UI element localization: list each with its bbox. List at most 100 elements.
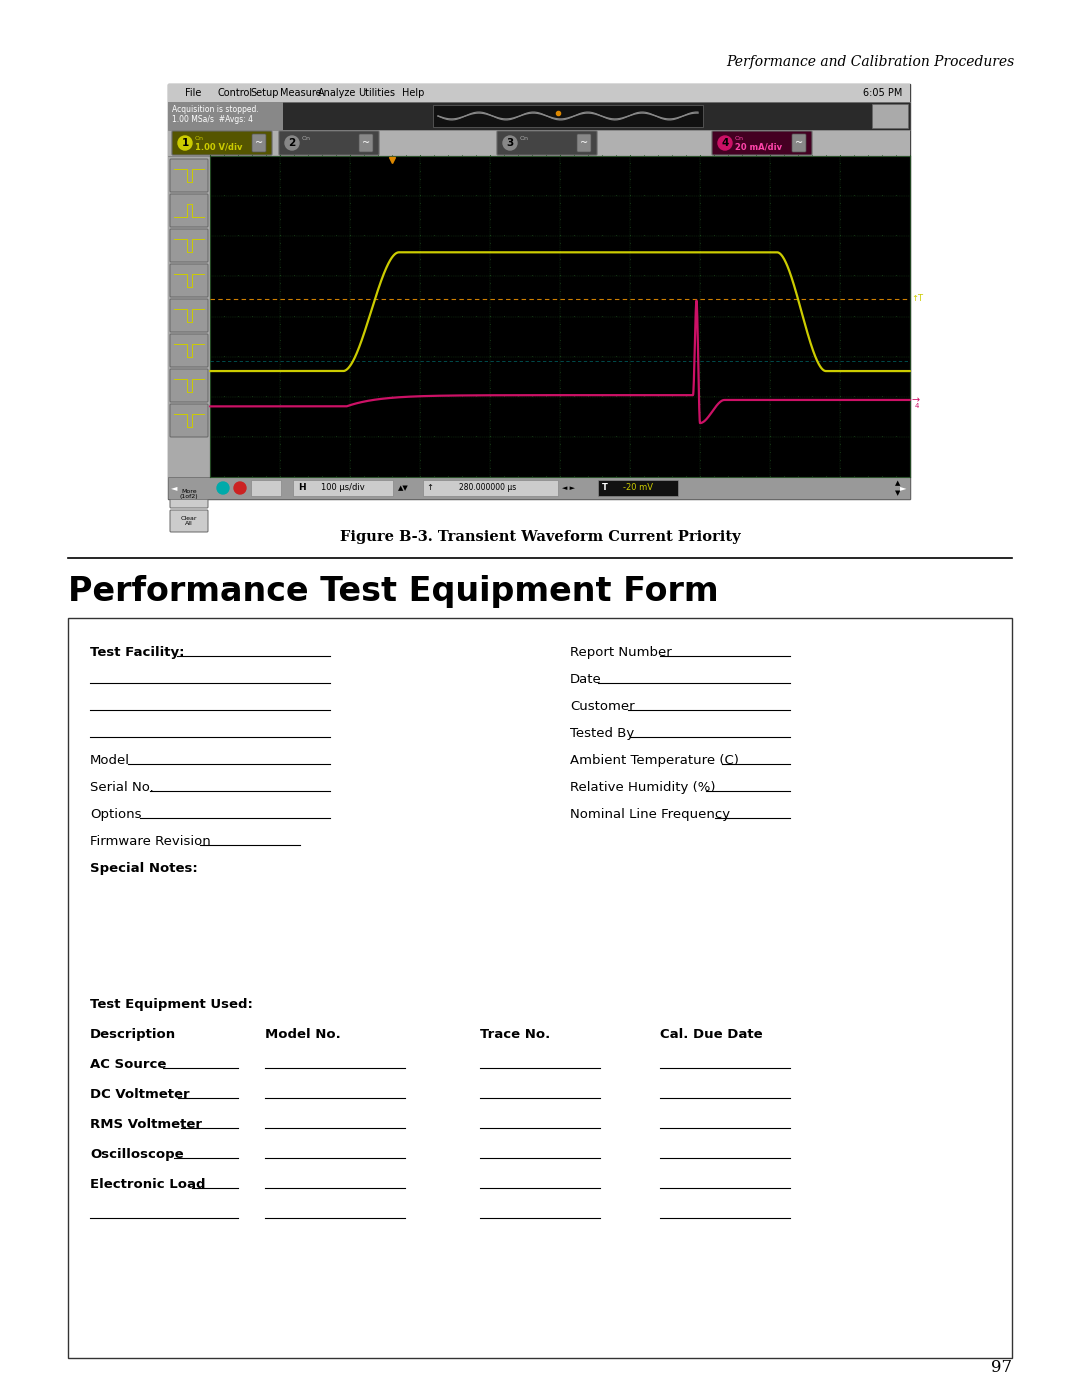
Text: ↑: ↑ [426,483,433,493]
Text: H: H [298,483,306,493]
Text: Description: Description [90,1028,176,1041]
Text: 97: 97 [990,1359,1012,1376]
Text: Special Notes:: Special Notes: [90,862,198,875]
Text: Tested By: Tested By [570,726,634,740]
Text: -20 mV: -20 mV [623,483,653,493]
Text: Figure B-3. Transient Waveform Current Priority: Figure B-3. Transient Waveform Current P… [340,529,740,543]
Text: More
(1of2): More (1of2) [179,489,199,499]
Text: Acquisition is stopped.: Acquisition is stopped. [172,105,259,113]
FancyBboxPatch shape [170,510,208,532]
Text: Electronic Load: Electronic Load [90,1178,205,1192]
Circle shape [178,136,192,149]
FancyBboxPatch shape [577,134,591,152]
FancyBboxPatch shape [172,131,272,155]
FancyBboxPatch shape [252,134,266,152]
FancyBboxPatch shape [170,264,208,298]
Text: Clear
All: Clear All [180,515,198,527]
Text: ~: ~ [580,138,589,148]
Text: ~: ~ [795,138,804,148]
Bar [168,156,210,499]
FancyBboxPatch shape [170,369,208,402]
Text: Nominal Line Frequency: Nominal Line Frequency [570,807,730,821]
Text: Cal. Due Date: Cal. Due Date [660,1028,762,1041]
FancyBboxPatch shape [497,131,597,155]
FancyBboxPatch shape [170,404,208,437]
Bar [293,481,393,496]
Text: On: On [195,136,204,141]
Text: On: On [302,136,311,141]
Text: On: On [735,136,744,141]
Text: DC Voltmeter: DC Voltmeter [90,1088,190,1101]
Bar [168,84,910,499]
Text: On: On [519,136,529,141]
Text: ▲: ▲ [895,481,901,486]
Bar [168,84,910,102]
Text: 3: 3 [507,138,514,148]
Text: Utilities: Utilities [357,88,395,98]
Bar [433,105,703,127]
Text: Customer: Customer [570,700,635,712]
Text: ~: ~ [255,138,264,148]
Bar [68,617,1012,1358]
FancyBboxPatch shape [279,131,379,155]
Text: Ambient Temperature (C): Ambient Temperature (C) [570,754,739,767]
Text: 4: 4 [721,138,729,148]
FancyBboxPatch shape [170,299,208,332]
FancyBboxPatch shape [170,481,208,509]
Bar [168,476,910,499]
Text: ►: ► [900,483,906,493]
Text: AC Source: AC Source [90,1058,166,1071]
Text: 280.000000 μs: 280.000000 μs [459,483,516,493]
Circle shape [234,482,246,495]
Text: →: → [912,395,919,405]
Text: Date: Date [570,673,602,686]
Text: Serial No.: Serial No. [90,781,153,793]
Text: Test Facility:: Test Facility: [90,645,185,659]
Text: T: T [602,483,608,493]
Bar [168,130,910,156]
Text: Report Number: Report Number [570,645,672,659]
Text: ▼: ▼ [895,490,901,496]
FancyBboxPatch shape [359,134,373,152]
Circle shape [718,136,732,149]
Text: Oscilloscope: Oscilloscope [90,1148,184,1161]
Text: Relative Humidity (%): Relative Humidity (%) [570,781,715,793]
Bar [872,103,908,129]
Text: Performance and Calibration Procedures: Performance and Calibration Procedures [726,54,1014,68]
Text: Performance Test Equipment Form: Performance Test Equipment Form [68,576,718,609]
FancyBboxPatch shape [170,194,208,226]
Text: Setup: Setup [249,88,279,98]
Text: ~: ~ [362,138,370,148]
Text: 6:05 PM: 6:05 PM [863,88,902,98]
FancyBboxPatch shape [170,229,208,263]
FancyBboxPatch shape [712,131,812,155]
Text: Firmware Revision: Firmware Revision [90,835,211,848]
Text: 20 mA/div: 20 mA/div [735,142,782,151]
Text: Model: Model [90,754,130,767]
Bar [168,102,283,130]
Bar [423,481,558,496]
Text: Model No.: Model No. [265,1028,341,1041]
Text: ◄: ◄ [171,483,177,493]
Text: File: File [185,88,201,98]
Bar [210,156,910,476]
Text: Measure: Measure [280,88,322,98]
Text: 100 μs/div: 100 μs/div [321,483,365,493]
FancyBboxPatch shape [170,159,208,191]
FancyBboxPatch shape [170,334,208,367]
Text: 2: 2 [288,138,296,148]
Text: Test Equipment Used:: Test Equipment Used: [90,997,253,1011]
FancyBboxPatch shape [792,134,806,152]
Circle shape [503,136,517,149]
Bar [598,481,678,496]
Text: Trace No.: Trace No. [480,1028,550,1041]
Bar [251,481,281,496]
Text: ▲▼: ▲▼ [397,485,408,490]
Text: Help: Help [402,88,424,98]
Text: 4: 4 [915,402,919,409]
Text: ◄ ►: ◄ ► [562,485,575,490]
Text: ↑T: ↑T [912,295,923,303]
Circle shape [217,482,229,495]
Text: 1.00 V/div: 1.00 V/div [195,142,243,151]
Text: 1.00 MSa/s  #Avgs: 4: 1.00 MSa/s #Avgs: 4 [172,116,253,124]
